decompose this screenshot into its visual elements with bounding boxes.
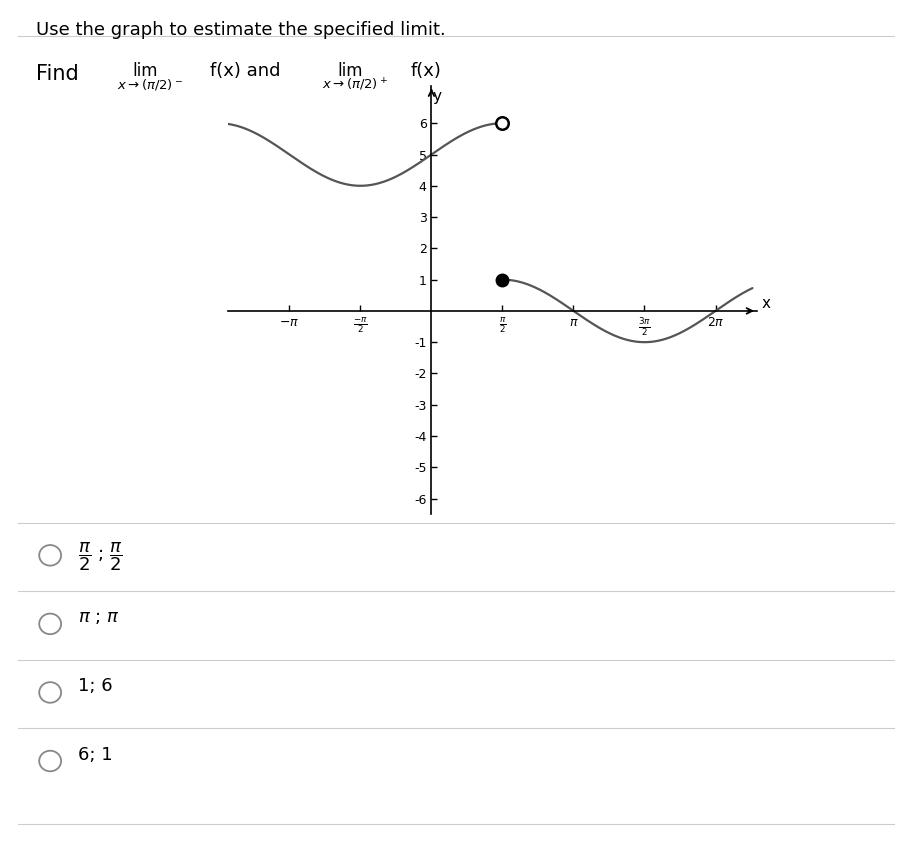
Text: Use the graph to estimate the specified limit.: Use the graph to estimate the specified … [36, 21, 445, 39]
Text: 6; 1: 6; 1 [77, 746, 112, 764]
Text: Find: Find [36, 64, 79, 84]
Text: $\dfrac{\pi}{2}$ ; $\dfrac{\pi}{2}$: $\dfrac{\pi}{2}$ ; $\dfrac{\pi}{2}$ [77, 540, 122, 572]
Text: y: y [432, 89, 441, 104]
Text: 1; 6: 1; 6 [77, 677, 112, 695]
Text: $\pi$ ; $\pi$: $\pi$ ; $\pi$ [77, 608, 118, 626]
Text: lim: lim [337, 62, 363, 80]
Text: $x{\to}(\pi/2)^-$: $x{\to}(\pi/2)^-$ [117, 77, 182, 93]
Text: f(x) and: f(x) and [210, 62, 280, 80]
Text: x: x [761, 296, 770, 310]
Text: lim: lim [132, 62, 158, 80]
Text: f(x): f(x) [410, 62, 441, 80]
Text: $x{\to}(\pi/2)^+$: $x{\to}(\pi/2)^+$ [322, 77, 387, 93]
